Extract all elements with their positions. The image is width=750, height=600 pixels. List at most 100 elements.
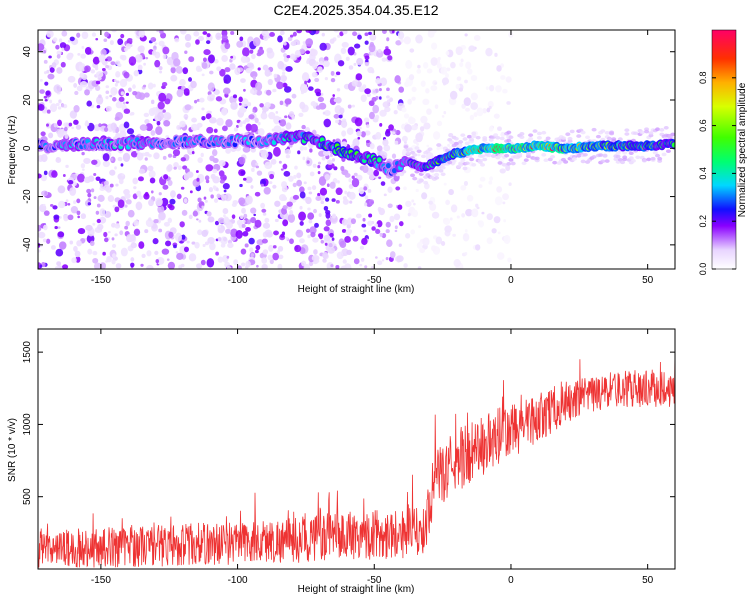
- spectrogram-cell: [358, 126, 362, 130]
- spectrogram-cell: [47, 73, 55, 80]
- spectrogram-cell: [463, 97, 471, 107]
- spectrogram-cell: [528, 133, 534, 137]
- spectrogram-cell: [105, 95, 109, 100]
- spectrogram-cell: [308, 86, 314, 91]
- spectrogram-cell: [443, 182, 447, 186]
- spectrogram-cell: [502, 201, 506, 205]
- spectrogram-cell: [206, 94, 215, 102]
- spectrogram-cell: [310, 49, 318, 57]
- spectrogram-cell: [348, 65, 354, 70]
- spectrogram-cell: [105, 58, 108, 62]
- spectrogram-cell: [508, 158, 514, 162]
- spectrogram-cell: [376, 145, 383, 152]
- spectrogram-cell: [118, 96, 125, 102]
- spectrogram-cell: [455, 46, 463, 56]
- spectrogram-cell: [302, 156, 306, 161]
- spectrogram-cell: [576, 154, 582, 158]
- spectrogram-cell: [125, 220, 130, 227]
- spectrogram-cell: [401, 107, 407, 113]
- spectrogram-cell: [569, 129, 575, 134]
- spectrogram-cell: [91, 32, 97, 37]
- spectrogram-cell: [391, 131, 396, 135]
- spectrogram-cell: [278, 254, 284, 260]
- spectrogram-cell: [504, 153, 510, 158]
- colorbar: 0.0 0.2 0.4 0.6 0.8 Normalized spectral ampl…: [698, 29, 748, 275]
- spectrogram-cell: [43, 170, 48, 176]
- spectrogram-y-tick-label: 20: [22, 94, 33, 106]
- spectrogram-cell: [148, 108, 156, 117]
- spectrogram-cell: [411, 209, 419, 218]
- spectrogram-cell: [324, 174, 331, 181]
- spectrogram-cell: [212, 185, 217, 190]
- spectrogram-cell: [395, 186, 401, 191]
- spectrogram-cell: [217, 227, 225, 234]
- spectrogram-cell: [322, 258, 327, 263]
- spectrogram-cell: [384, 106, 391, 113]
- spectrogram-cell: [254, 117, 259, 124]
- spectrogram-cell: [285, 65, 293, 72]
- spectrogram-cell: [125, 43, 132, 50]
- spectrogram-cell: [434, 104, 439, 109]
- spectrogram-cell: [83, 176, 91, 184]
- spectrogram-cell: [417, 153, 421, 157]
- spectrogram-cell: [317, 233, 324, 238]
- spectrogram-cell: [466, 194, 474, 202]
- spectrogram-cell: [261, 149, 267, 156]
- spectrogram-cell: [109, 94, 113, 98]
- spectrogram-cell: [54, 225, 58, 230]
- spectrogram-cell: [424, 182, 430, 190]
- spectrogram-cell: [423, 122, 431, 130]
- spectrogram-cell: [139, 195, 143, 200]
- spectrogram-cell: [186, 171, 194, 178]
- spectrogram-cell: [40, 174, 48, 182]
- spectrogram-cell: [211, 149, 218, 157]
- spectrogram-cell: [158, 92, 167, 103]
- spectrogram-cell: [77, 53, 81, 56]
- spectrogram-cell: [184, 50, 188, 54]
- spectrogram-cell: [49, 67, 55, 73]
- spectrogram-cell: [38, 242, 41, 248]
- spectrogram-cell: [104, 237, 109, 243]
- spectrogram-cell: [158, 228, 163, 233]
- spectrogram-cell: [189, 190, 193, 194]
- spectrogram-cell: [95, 38, 99, 41]
- spectrogram-x-tick-label: -100: [228, 275, 248, 286]
- spectrogram-cell: [497, 231, 501, 235]
- spectrogram-cell: [114, 233, 118, 237]
- spectrogram-cell: [465, 61, 472, 70]
- spectrogram-cell: [167, 179, 173, 187]
- spectrogram-cell: [56, 50, 62, 56]
- spectrogram-cell: [204, 175, 210, 181]
- spectrogram-cell: [323, 118, 332, 128]
- spectrogram-cell: [298, 112, 304, 117]
- spectrogram-cell: [367, 66, 374, 74]
- spectrogram-cell: [644, 129, 650, 134]
- spectrogram-cell: [335, 96, 342, 104]
- spectrogram-cell: [430, 30, 437, 34]
- spectrogram-cell: [241, 223, 246, 228]
- spectrogram-cell: [427, 147, 433, 151]
- spectrogram-cell: [296, 30, 302, 34]
- spectrogram-cell: [158, 211, 166, 221]
- spectrogram-cell: [67, 203, 71, 206]
- spectrogram-cell: [303, 146, 308, 151]
- spectrogram-cell: [179, 221, 185, 228]
- spectrogram-cell: [459, 62, 464, 68]
- spectrogram-cell: [349, 200, 353, 204]
- spectrogram-cell: [452, 233, 456, 237]
- spectrogram-cell: [397, 204, 403, 210]
- spectrogram-cell: [224, 67, 231, 73]
- spectrogram-cell: [379, 232, 383, 237]
- spectrogram-cell: [445, 199, 450, 206]
- spectrogram-cell: [123, 71, 130, 79]
- spectrogram-cell: [338, 114, 343, 119]
- spectrogram-cell: [322, 111, 326, 115]
- spectrogram-cell: [364, 61, 369, 67]
- spectrogram-cell: [99, 183, 104, 187]
- spectrogram-cell: [101, 67, 106, 72]
- spectrogram-cell: [38, 43, 45, 52]
- spectrogram-cell: [330, 215, 338, 225]
- spectrogram-cell: [580, 130, 586, 135]
- spectrogram-cell: [313, 249, 318, 255]
- spectrogram-cell: [65, 164, 69, 168]
